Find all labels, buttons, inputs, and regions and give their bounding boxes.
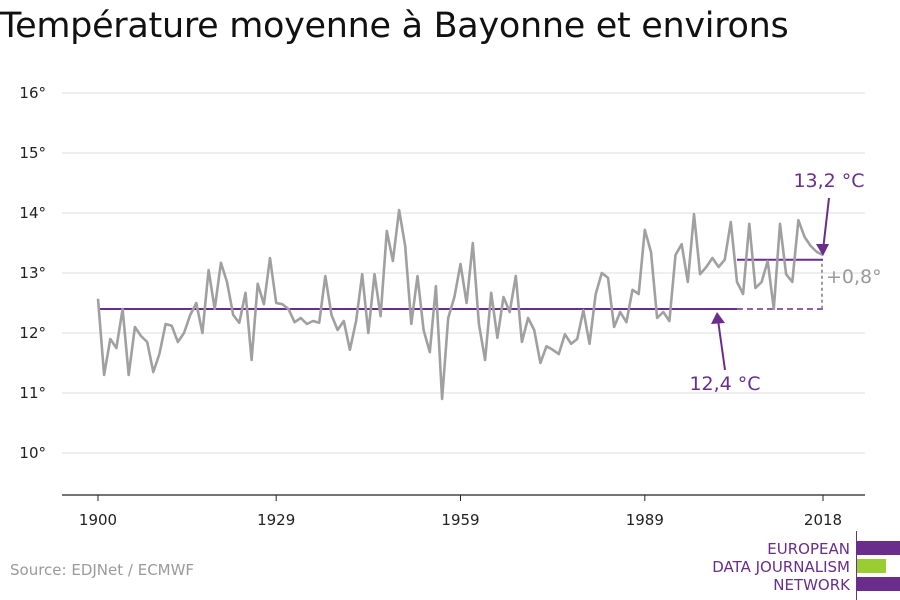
logo-bar-purple-top [856,541,900,555]
logo-bar-green [856,559,886,573]
logo-bar-purple-bottom [856,577,900,591]
logo-text-line3: NETWORK [773,576,850,594]
y-tick-label-16: 16° [19,84,46,102]
x-tick-label-1929: 1929 [257,511,295,529]
series-line-0 [96,208,824,401]
arrow-historic-shaft [717,319,726,371]
y-tick-label-14: 14° [19,204,46,222]
arrow-historic-head [711,312,725,324]
logo-text-line2: DATA JOURNALISM [712,558,850,576]
y-tick-label-11: 11° [19,384,46,402]
x-tick-label-2018: 2018 [804,511,842,529]
y-tick-label-12: 12° [19,324,46,342]
chart-title: Température moyenne à Bayonne et environ… [0,6,789,46]
grid-lines [62,92,865,454]
y-tick-label-15: 15° [19,144,46,162]
arrow-recent-head [816,244,829,256]
logo-text-line1: EUROPEAN [767,540,850,558]
arrow-recent-shaft [822,197,830,251]
x-tick-label-1989: 1989 [626,511,664,529]
series-layer [96,208,824,401]
logo-divider [856,531,857,600]
annotations: 13,2 °C 12,4 °C +0,8° [689,170,881,395]
source-note: Source: EDJNet / ECMWF [10,561,195,579]
x-axis: 1900 1929 1959 1989 2018 [62,494,865,529]
label-historic-average: 12,4 °C [689,373,760,395]
x-tick-label-1900: 1900 [79,511,117,529]
y-tick-labels: 10° 11° 12° 13° 14° 15° 16° [19,84,46,462]
x-tick-label-1959: 1959 [441,511,479,529]
y-tick-label-10: 10° [19,444,46,462]
label-recent-average: 13,2 °C [793,170,864,192]
y-tick-label-13: 13° [19,264,46,282]
difference-label: +0,8° [826,266,882,288]
